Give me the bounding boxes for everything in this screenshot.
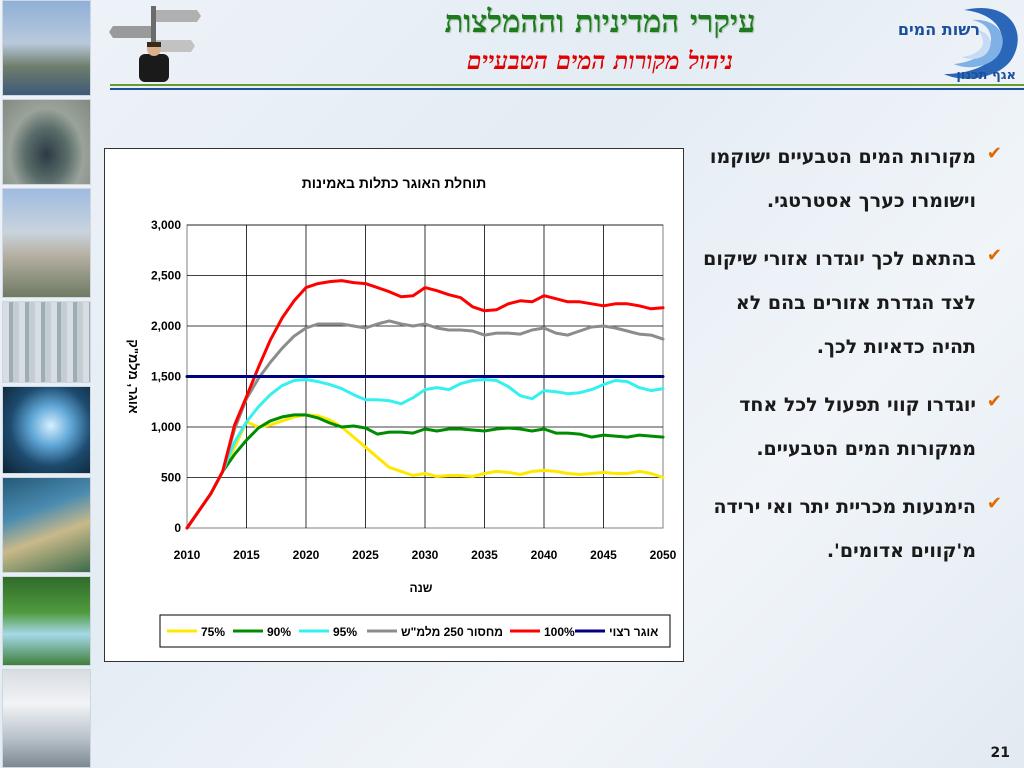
x-tick-label: 2035 xyxy=(471,548,498,562)
bullet-item: ✔ יוגדרו קווי תפעול לכל אחד ממקורות המים… xyxy=(690,383,1002,471)
checkmark-icon: ✔ xyxy=(986,245,1002,266)
bullet-text: יוגדרו קווי תפעול לכל אחד ממקורות המים ה… xyxy=(739,394,976,460)
power-station-photo xyxy=(2,0,91,96)
chart-title: תוחלת האוגר כתלות באמינות xyxy=(302,175,487,191)
bullet-text: מקורות המים הטבעיים ישוקמו וישומרו כערך … xyxy=(709,146,976,212)
logo-department: אגף תכנון xyxy=(956,68,1016,83)
legend-label: אוגר רצוי xyxy=(609,625,658,639)
bullet-item: ✔ מקורות המים הטבעיים ישוקמו וישומרו כער… xyxy=(690,135,1002,223)
bullet-text: בהתאם לכך יוגדרו אזורי שיקום לצד הגדרת א… xyxy=(703,248,976,358)
header-divider xyxy=(110,84,1024,92)
bullet-list: ✔ מקורות המים הטבעיים ישוקמו וישומרו כער… xyxy=(690,135,1002,587)
pipes-corridor-photo xyxy=(2,301,91,383)
bullet-item: ✔ הימנעות מכריית יתר ואי ירידה מ'קווים א… xyxy=(690,485,1002,573)
y-tick-label: 1,500 xyxy=(151,370,181,384)
treatment-plant-photo xyxy=(2,99,91,185)
x-tick-label: 2040 xyxy=(531,548,558,562)
water-tower-photo xyxy=(2,188,91,298)
checkmark-icon: ✔ xyxy=(986,493,1002,514)
x-tick-label: 2010 xyxy=(174,548,201,562)
page-title: עיקרי המדיניות וההמלצות xyxy=(444,4,756,40)
header: עיקרי המדיניות וההמלצות ניהול מקורות המי… xyxy=(95,0,1024,92)
series-line xyxy=(185,319,665,530)
y-tick-label: 0 xyxy=(174,521,181,535)
y-axis-label: אוגר, מלמ"ק xyxy=(126,339,141,413)
bullet-item: ✔ בהתאם לכך יוגדרו אזורי שיקום לצד הגדרת… xyxy=(690,237,1002,369)
page-number: 21 xyxy=(990,745,1010,761)
x-tick-label: 2050 xyxy=(650,548,677,562)
water-authority-logo: רשות המים אגף תכנון xyxy=(844,0,1024,88)
legend-label: מחסור 250 מלמ"ש xyxy=(401,625,503,639)
filters-photo xyxy=(2,669,91,768)
y-tick-label: 1,000 xyxy=(151,420,181,434)
chart-svg: 0 500 1,000 1,500 2,000 2,500 3,000 2010 2015 202… xyxy=(126,175,677,648)
waterfall-photo xyxy=(2,386,91,474)
pipeline-photo xyxy=(2,477,91,573)
chart: 0 500 1,000 1,500 2,000 2,500 3,000 2010 2015 202… xyxy=(104,148,684,662)
y-tick-label: 500 xyxy=(161,471,181,485)
legend-label: 75% xyxy=(201,625,225,639)
series-line xyxy=(185,413,665,530)
y-tick-label: 3,000 xyxy=(151,218,181,232)
x-axis-label: שנה xyxy=(410,581,433,595)
logo-name: רשות המים xyxy=(897,20,980,39)
legend-label: 95% xyxy=(333,625,357,639)
legend-label: 100% xyxy=(544,625,575,639)
signpost-illustration xyxy=(109,6,201,82)
series-line xyxy=(185,413,665,530)
checkmark-icon: ✔ xyxy=(986,391,1002,412)
checkmark-icon: ✔ xyxy=(986,143,1002,164)
stream-photo xyxy=(2,576,91,666)
photo-strip xyxy=(0,0,95,768)
x-tick-label: 2045 xyxy=(590,548,617,562)
legend-label: 90% xyxy=(267,625,291,639)
x-tick-label: 2020 xyxy=(293,548,320,562)
x-tick-label: 2030 xyxy=(412,548,439,562)
bullet-text: הימנעות מכריית יתר ואי ירידה מ'קווים אדו… xyxy=(713,496,976,562)
y-tick-label: 2,500 xyxy=(151,269,181,283)
x-tick-label: 2025 xyxy=(352,548,379,562)
y-tick-label: 2,000 xyxy=(151,319,181,333)
x-tick-label: 2015 xyxy=(233,548,260,562)
series-line xyxy=(185,378,665,530)
page-subtitle: ניהול מקורות המים הטבעיים xyxy=(466,46,734,75)
series-line xyxy=(185,279,665,530)
